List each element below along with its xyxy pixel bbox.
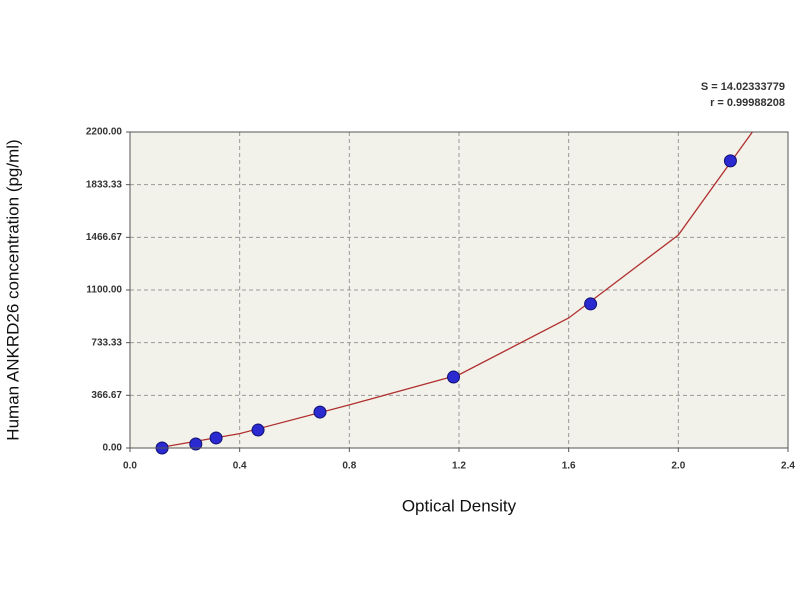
x-tick-label: 1.6 bbox=[562, 461, 576, 472]
x-tick-label: 1.2 bbox=[452, 461, 466, 472]
annotation: S = 14.02333779 bbox=[701, 81, 785, 93]
x-tick-label: 2.0 bbox=[671, 461, 685, 472]
y-tick-label: 366.67 bbox=[91, 390, 122, 401]
data-point bbox=[723, 154, 737, 168]
annotation: r = 0.99988208 bbox=[710, 97, 785, 109]
y-tick-label: 1466.67 bbox=[86, 232, 123, 243]
x-tick-label: 0.4 bbox=[233, 461, 247, 472]
data-point bbox=[313, 405, 327, 419]
x-tick-label: 0.8 bbox=[342, 461, 356, 472]
y-tick-label: 0.00 bbox=[103, 443, 123, 454]
x-axis-title: Optical Density bbox=[402, 496, 517, 515]
data-point bbox=[251, 423, 265, 437]
y-tick-label: 2200.00 bbox=[86, 127, 123, 138]
y-axis-title: Human ANKRD26 concentration (pg/ml) bbox=[3, 139, 22, 440]
x-tick-label: 2.4 bbox=[781, 461, 795, 472]
y-tick-label: 733.33 bbox=[91, 337, 122, 348]
y-tick-label: 1100.00 bbox=[86, 285, 122, 296]
marks bbox=[155, 131, 753, 455]
data-point bbox=[584, 297, 598, 311]
data-point bbox=[447, 370, 461, 384]
data-point bbox=[209, 431, 223, 445]
data-point bbox=[189, 437, 203, 451]
y-tick-label: 1833.33 bbox=[86, 179, 123, 190]
x-tick-label: 0.0 bbox=[123, 461, 137, 472]
